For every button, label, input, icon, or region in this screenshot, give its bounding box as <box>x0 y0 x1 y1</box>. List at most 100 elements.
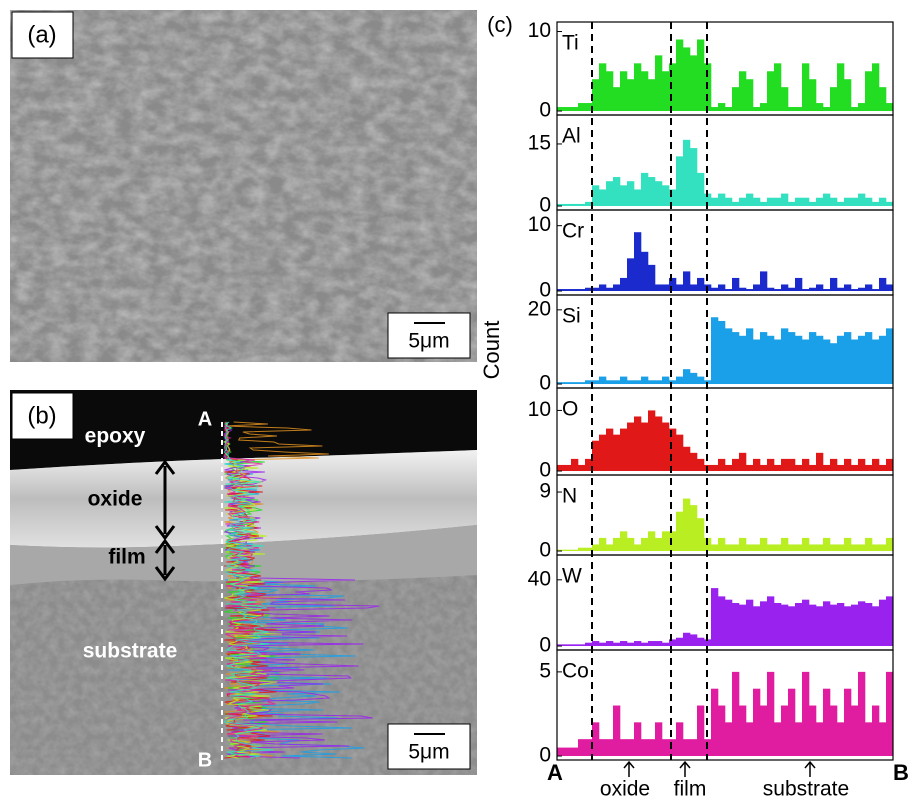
bar <box>634 63 641 111</box>
bar <box>886 538 893 551</box>
panel-label: (a) <box>27 21 56 48</box>
bar <box>613 177 620 206</box>
bar <box>725 465 732 471</box>
bar <box>557 748 564 756</box>
bar <box>886 596 893 646</box>
bar <box>627 258 634 291</box>
panel-a: (a) 5μm <box>10 10 477 362</box>
bar <box>683 140 690 206</box>
bar <box>683 271 690 291</box>
bar <box>697 638 704 646</box>
bar <box>634 416 641 471</box>
y-tick-label: 0 <box>539 99 551 122</box>
bar <box>662 423 669 471</box>
bar <box>809 465 816 471</box>
bar <box>662 643 669 646</box>
bar <box>809 605 816 646</box>
bar <box>690 55 697 111</box>
panel-b: A B epoxy oxide film substrate (b) 5μm <box>10 390 477 775</box>
bar <box>739 198 746 206</box>
bar <box>578 465 585 471</box>
bar <box>606 429 613 471</box>
bar <box>781 538 788 551</box>
bar <box>816 722 823 756</box>
bar <box>774 465 781 471</box>
bar <box>648 410 655 471</box>
bar <box>599 284 606 291</box>
element-label: O <box>562 398 578 421</box>
bar <box>844 689 851 756</box>
bar <box>648 265 655 291</box>
bar <box>858 672 865 756</box>
bar <box>627 380 634 384</box>
bar <box>613 87 620 111</box>
bar <box>879 87 886 111</box>
bar <box>641 377 648 384</box>
bar <box>788 689 795 756</box>
bar <box>599 643 606 646</box>
bar <box>795 465 802 471</box>
bar <box>872 202 879 206</box>
bar <box>809 202 816 206</box>
bar <box>676 512 683 551</box>
bar <box>725 544 732 551</box>
bar <box>676 377 683 384</box>
region-label: substrate <box>763 778 849 801</box>
bar <box>872 459 879 471</box>
bar <box>872 63 879 111</box>
bar <box>781 706 788 756</box>
layer-label: substrate <box>83 640 178 663</box>
bar <box>641 252 648 291</box>
bar <box>571 550 578 551</box>
bar <box>697 39 704 111</box>
scan-start: A <box>198 408 212 430</box>
bar <box>697 278 704 291</box>
bar <box>802 340 809 385</box>
element-label: Co <box>562 660 589 683</box>
scale-label: 5μm <box>408 741 449 764</box>
bar <box>564 107 571 111</box>
bar <box>879 600 886 646</box>
bar <box>886 672 893 756</box>
bar <box>760 706 767 756</box>
bar <box>837 603 844 646</box>
bar <box>753 606 760 646</box>
bar <box>760 103 767 111</box>
bar <box>802 198 809 206</box>
bar <box>655 181 662 206</box>
bar <box>676 722 683 756</box>
bar <box>571 459 578 471</box>
bar <box>641 538 648 551</box>
bar <box>711 588 718 646</box>
bar <box>620 377 627 384</box>
bar <box>844 284 851 291</box>
bar <box>739 706 746 756</box>
bar <box>690 453 697 471</box>
bar <box>634 544 641 551</box>
bar <box>879 278 886 291</box>
bar <box>599 63 606 111</box>
bar <box>844 198 851 206</box>
bar <box>830 459 837 471</box>
bar <box>774 198 781 206</box>
bar <box>571 204 578 206</box>
bar <box>788 606 795 646</box>
layer-label: epoxy <box>85 425 146 448</box>
bar <box>676 39 683 111</box>
y-tick-label: 0 <box>539 539 551 562</box>
bar <box>564 748 571 756</box>
bar <box>865 198 872 206</box>
bar <box>592 641 599 646</box>
y-tick-label: 40 <box>528 567 551 590</box>
bar <box>641 423 648 471</box>
bar <box>865 603 872 646</box>
bar <box>781 328 788 384</box>
bar <box>697 377 704 384</box>
bar <box>746 289 753 291</box>
y-tick-label: 0 <box>539 744 551 767</box>
bar <box>725 289 732 291</box>
bar <box>648 641 655 646</box>
panel-label: (b) <box>27 402 56 429</box>
bar <box>648 739 655 756</box>
bar <box>746 79 753 111</box>
